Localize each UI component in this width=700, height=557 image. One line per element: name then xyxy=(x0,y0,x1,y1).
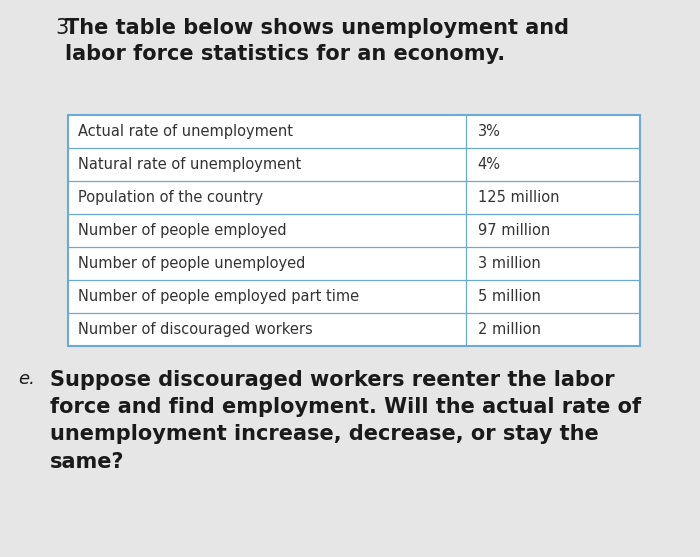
Text: 97 million: 97 million xyxy=(477,223,550,238)
Text: Suppose discouraged workers reenter the labor
force and find employment. Will th: Suppose discouraged workers reenter the … xyxy=(50,370,641,472)
Bar xyxy=(68,115,640,346)
Text: 125 million: 125 million xyxy=(477,190,559,205)
Text: 4%: 4% xyxy=(477,157,500,172)
Text: Number of people employed: Number of people employed xyxy=(78,223,286,238)
Text: Number of discouraged workers: Number of discouraged workers xyxy=(78,322,313,337)
Text: 3%: 3% xyxy=(477,124,500,139)
Text: Number of people employed part time: Number of people employed part time xyxy=(78,289,359,304)
Text: Number of people unemployed: Number of people unemployed xyxy=(78,256,305,271)
Text: 3 million: 3 million xyxy=(477,256,540,271)
Text: 2 million: 2 million xyxy=(477,322,540,337)
Text: 5 million: 5 million xyxy=(477,289,540,304)
Text: Natural rate of unemployment: Natural rate of unemployment xyxy=(78,157,301,172)
Text: Actual rate of unemployment: Actual rate of unemployment xyxy=(78,124,293,139)
Text: Population of the country: Population of the country xyxy=(78,190,263,205)
Text: 3.: 3. xyxy=(55,18,75,38)
Text: e.: e. xyxy=(18,370,35,388)
Text: The table below shows unemployment and
labor force statistics for an economy.: The table below shows unemployment and l… xyxy=(65,18,569,63)
